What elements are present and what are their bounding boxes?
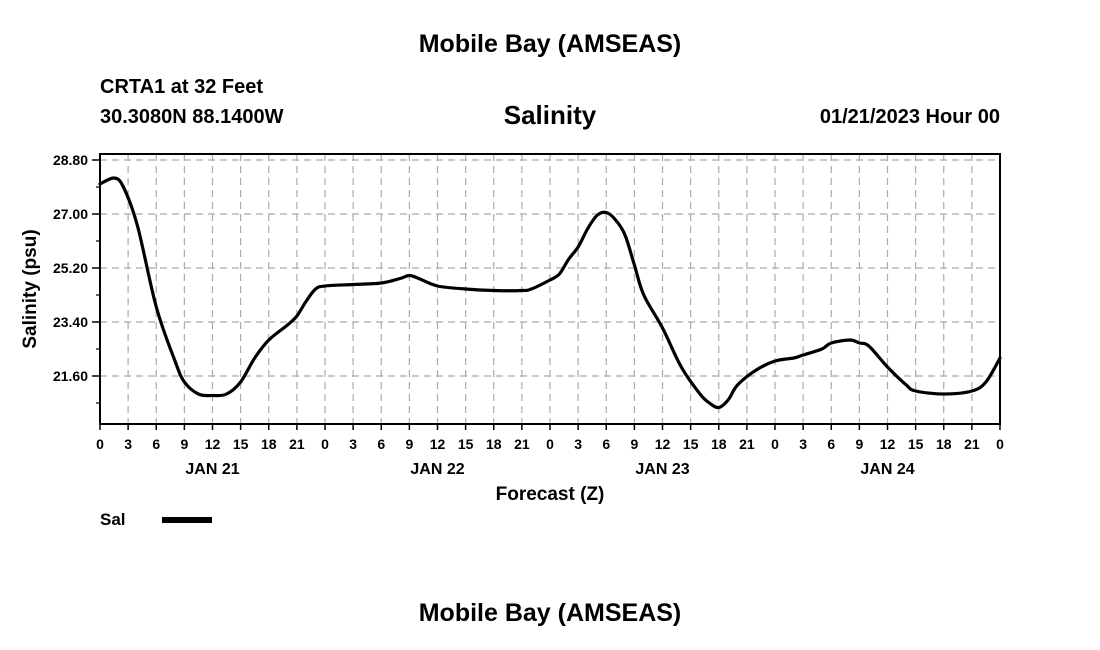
- y-tick-label: 25.20: [53, 260, 88, 276]
- y-tick-label: 27.00: [53, 206, 88, 222]
- x-tick-label: 21: [739, 436, 755, 452]
- top-title: Mobile Bay (AMSEAS): [418, 30, 682, 58]
- x-tick-label: 3: [799, 436, 807, 452]
- x-tick-label: 18: [486, 436, 502, 452]
- y-tick-label: 21.60: [53, 368, 88, 384]
- station-label: CRTA1 at 32 Feet: [100, 76, 264, 98]
- variable-title: Salinity: [503, 100, 597, 130]
- x-tick-label: 9: [855, 436, 863, 452]
- day-label: JAN 22: [410, 461, 464, 478]
- x-tick-label: 15: [233, 436, 249, 452]
- day-label: JAN 23: [635, 461, 689, 478]
- x-tick-label: 18: [936, 436, 952, 452]
- x-tick-label: 6: [152, 436, 160, 452]
- x-tick-label: 6: [827, 436, 835, 452]
- x-tick-label: 9: [405, 436, 413, 452]
- x-tick-label: 15: [458, 436, 474, 452]
- x-tick-label: 15: [683, 436, 699, 452]
- x-tick-label: 12: [430, 436, 446, 452]
- x-tick-label: 12: [655, 436, 671, 452]
- x-tick-label: 9: [180, 436, 188, 452]
- coordinates-label: 30.3080N 88.1400W: [100, 106, 284, 128]
- label-layer: 0 3 6 9 12 15 18 21 0 3 6 9 12 15 18 21 0 3 6 9 12 15 18 21 0 3 6 9…: [20, 152, 1004, 505]
- x-tick-label: 0: [996, 436, 1004, 452]
- x-tick-label: 18: [711, 436, 727, 452]
- y-tick-label: 23.40: [53, 314, 88, 330]
- x-tick-label: 0: [321, 436, 329, 452]
- x-tick-label: 6: [377, 436, 385, 452]
- x-tick-label: 21: [964, 436, 980, 452]
- bottom-title: Mobile Bay (AMSEAS): [418, 599, 682, 627]
- x-tick-label: 18: [261, 436, 277, 452]
- legend-swatch: [162, 517, 212, 523]
- series-line-sal: [98, 176, 1002, 410]
- day-label: JAN 21: [185, 461, 239, 478]
- x-axis-title: Forecast (Z): [496, 484, 605, 505]
- x-tick-label: 0: [96, 436, 104, 452]
- x-tick-label: 6: [602, 436, 610, 452]
- x-tick-label: 0: [771, 436, 779, 452]
- x-tick-label: 15: [908, 436, 924, 452]
- x-tick-label: 9: [630, 436, 638, 452]
- x-tick-label: 21: [289, 436, 305, 452]
- plot-frame: [99, 153, 1001, 425]
- x-tick-label: 0: [546, 436, 554, 452]
- series-layer: [98, 176, 1002, 410]
- legend-label: Sal: [100, 510, 126, 529]
- day-label: JAN 24: [860, 461, 914, 478]
- timestamp-label: 01/21/2023 Hour 00: [819, 106, 1000, 128]
- x-tick-label: 12: [880, 436, 896, 452]
- axis-layer: [92, 153, 1001, 430]
- x-tick-label: 3: [574, 436, 582, 452]
- x-tick-label: 12: [205, 436, 221, 452]
- y-axis-title: Salinity (psu): [20, 229, 41, 348]
- x-tick-label: 3: [349, 436, 357, 452]
- x-tick-label: 3: [124, 436, 132, 452]
- y-tick-label: 28.80: [53, 152, 88, 168]
- x-tick-label: 21: [514, 436, 530, 452]
- grid-layer: [100, 154, 1000, 424]
